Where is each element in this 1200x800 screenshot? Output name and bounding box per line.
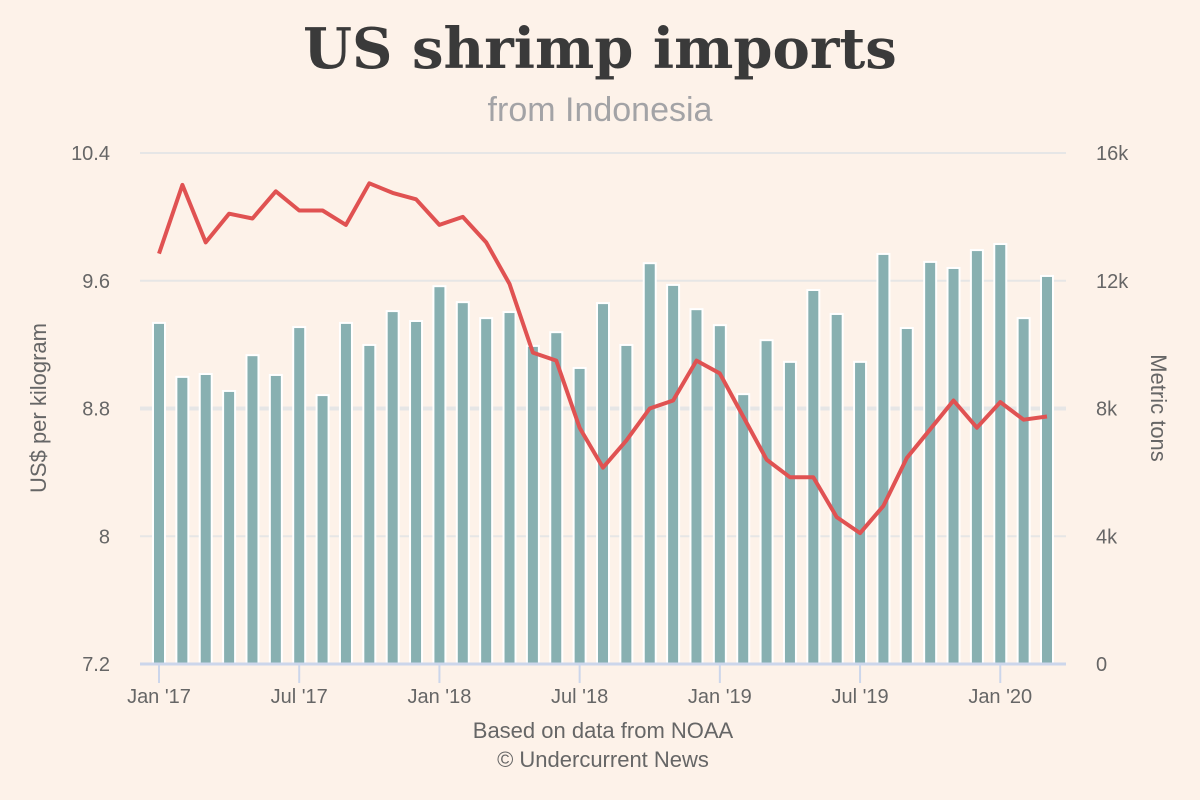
bar-1: [175, 375, 190, 665]
bar-31: [876, 252, 891, 666]
left-axis-ticks: 7.2 8 8.8 9.6 10.4: [71, 143, 110, 676]
left-tick-label: 8: [99, 526, 110, 548]
price-line: [157, 181, 1048, 536]
x-axis-ticks: Jan '17 Jul '17 Jan '18 Jul '18 Jan '19 Jul '…: [127, 664, 1032, 708]
right-tick-label: 0: [1096, 654, 1107, 676]
left-tick-label: 10.4: [71, 143, 110, 165]
bar-29: [829, 312, 844, 665]
x-tick-label: Jul '17: [271, 686, 328, 708]
x-tick-label: Jan '17: [127, 686, 191, 708]
bar-7: [315, 394, 330, 665]
bar-2: [198, 373, 213, 665]
bar-6: [292, 326, 307, 665]
bar-35: [969, 249, 984, 665]
left-tick-label: 7.2: [82, 654, 110, 676]
bar-4: [245, 354, 260, 665]
bar-32: [899, 327, 914, 665]
bar-0: [152, 321, 166, 665]
bar-12: [432, 285, 447, 665]
source-credit: Based on data from NOAA: [473, 718, 734, 743]
bar-9: [362, 343, 377, 665]
x-tick-label: Jul '19: [831, 686, 888, 708]
right-tick-label: 16k: [1096, 143, 1129, 165]
bar-21: [642, 262, 657, 665]
right-axis-ticks: 0 4k 8k 12k 16k: [1096, 143, 1129, 676]
bar-26: [759, 339, 774, 665]
bar-13: [455, 301, 470, 665]
bar-36: [993, 243, 1008, 665]
bar-3: [222, 389, 237, 665]
right-tick-label: 4k: [1096, 526, 1118, 548]
left-tick-label: 8.8: [82, 399, 110, 421]
right-tick-label: 12k: [1096, 271, 1129, 293]
bar-series: [152, 243, 1054, 666]
bar-5: [268, 373, 283, 665]
x-tick-label: Jan '20: [968, 686, 1032, 708]
right-tick-label: 8k: [1096, 399, 1118, 421]
x-tick-label: Jan '19: [688, 686, 752, 708]
bar-14: [479, 317, 494, 665]
bar-34: [946, 266, 961, 665]
bar-8: [338, 321, 353, 665]
bar-33: [923, 260, 938, 665]
left-axis-title: US$ per kilogram: [26, 323, 51, 493]
chart-subtitle: from Indonesia: [488, 91, 713, 129]
bar-17: [549, 331, 564, 665]
chart-title: US shrimp imports: [303, 16, 897, 82]
bar-10: [385, 310, 400, 665]
bar-16: [525, 344, 540, 665]
bar-20: [619, 343, 634, 665]
bar-25: [736, 393, 751, 665]
left-tick-label: 9.6: [82, 271, 110, 293]
bar-15: [502, 311, 517, 665]
bar-38: [1040, 274, 1054, 665]
bar-19: [596, 302, 610, 665]
bar-22: [666, 283, 681, 665]
x-tick-label: Jan '18: [407, 686, 471, 708]
bar-27: [782, 360, 797, 665]
bar-30: [853, 360, 868, 665]
bar-11: [409, 319, 424, 665]
right-axis-title: Metric tons: [1146, 354, 1171, 462]
copyright-credit: © Undercurrent News: [497, 747, 709, 772]
x-tick-label: Jul '18: [551, 686, 608, 708]
bar-37: [1016, 317, 1031, 665]
